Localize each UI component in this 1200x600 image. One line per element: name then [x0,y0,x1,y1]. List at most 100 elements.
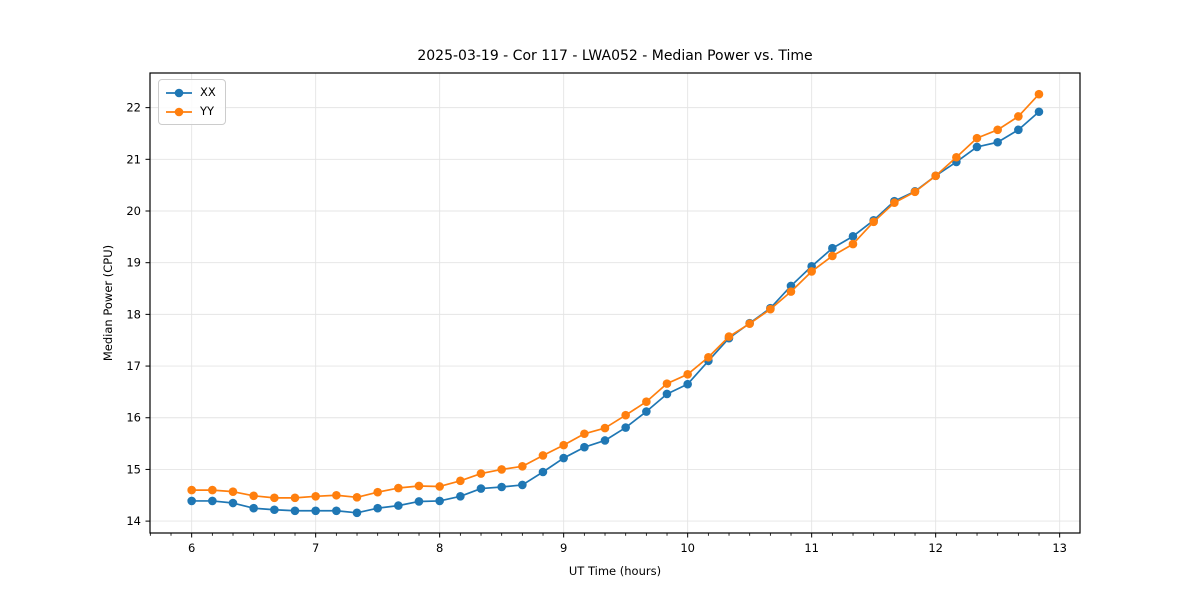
data-point [621,423,630,432]
data-point [600,423,610,433]
y-tick-label: 17 [126,359,141,373]
data-point [352,508,362,518]
data-point [993,137,1002,147]
data-point [435,496,444,506]
y-tick-label: 22 [126,101,141,115]
data-point [848,239,858,249]
data-point [373,503,382,513]
data-point [704,352,713,362]
x-tick-label: 11 [804,541,819,555]
x-axis-label: UT Time (hours) [568,564,662,578]
data-point [683,370,692,379]
series-yy-markers [187,89,1044,503]
data-point [394,483,403,493]
data-point [600,436,610,445]
y-tick-label: 20 [126,204,141,218]
data-point [518,462,527,471]
data-point [311,492,320,501]
data-point [497,482,506,492]
y-tick-label: 15 [126,462,141,476]
x-tick-label: 10 [680,541,695,555]
y-tick-label: 21 [126,152,141,166]
data-point [1034,89,1044,99]
data-point [394,501,403,510]
data-point [290,493,300,503]
data-point [435,482,444,491]
data-point [910,187,920,197]
data-point [456,476,465,486]
data-point [187,485,196,495]
data-point [373,487,382,497]
y-tick-label: 14 [126,514,141,528]
data-point [580,429,589,439]
legend-marker-xx-icon [166,88,192,97]
data-point [270,505,279,515]
data-point [414,497,424,506]
data-point [311,506,320,516]
data-point [931,171,940,181]
data-point [662,379,672,388]
data-point [1034,107,1044,117]
data-point [807,267,816,276]
x-tick-label: 12 [928,541,943,555]
data-point [786,287,796,296]
chart-title: 2025-03-19 - Cor 117 - LWA052 - Median P… [417,48,813,64]
y-tick-label: 16 [126,411,141,425]
data-point [993,125,1002,135]
data-point [332,490,341,500]
data-point [270,493,279,503]
series-yy-line [191,93,1040,499]
data-point [456,492,465,501]
legend-label: YY [200,104,215,118]
series-xx-line [191,111,1040,514]
data-point [745,319,754,328]
data-point [1014,125,1023,135]
legend-item-xx: XX [165,85,217,100]
data-point [538,451,548,460]
data-point [414,481,424,491]
data-point [972,142,982,152]
data-point [683,379,692,389]
data-point [890,198,899,208]
y-tick-label: 19 [126,256,141,270]
data-point [228,498,238,508]
data-point [952,152,961,162]
legend: XX YY [158,79,226,125]
data-point [642,397,651,407]
data-point [352,493,362,502]
data-point [476,469,486,478]
data-point [559,453,568,463]
data-point [580,442,589,452]
grid-lines [150,73,1080,533]
data-point [497,465,506,474]
data-point [476,484,486,493]
x-tick-label: 13 [1052,541,1067,555]
data-point [1014,112,1023,121]
data-point [848,232,858,241]
x-tick-label: 9 [560,541,567,555]
data-point [724,332,734,341]
data-point [538,467,548,477]
x-axis-ticks: 6 7 8 9 10 11 12 13 [188,533,1067,555]
data-point [621,410,630,420]
legend-label: XX [200,85,216,99]
data-point [187,496,196,506]
x-axis-minor-ticks [149,533,1040,536]
data-point [228,487,238,496]
data-point [208,496,217,506]
legend-item-yy: YY [165,104,217,119]
data-point [208,485,217,495]
data-point [766,304,775,314]
y-axis-label: Median Power (CPU) [101,244,115,362]
x-tick-label: 6 [188,541,195,555]
data-point [559,440,568,450]
data-point [249,503,258,513]
data-point [972,133,982,143]
legend-marker-yy-icon [166,107,192,116]
y-tick-label: 18 [126,307,141,321]
data-point [518,480,527,490]
y-axis-ticks: 14 15 16 17 18 19 20 21 22 [126,101,150,528]
data-point [869,217,878,227]
